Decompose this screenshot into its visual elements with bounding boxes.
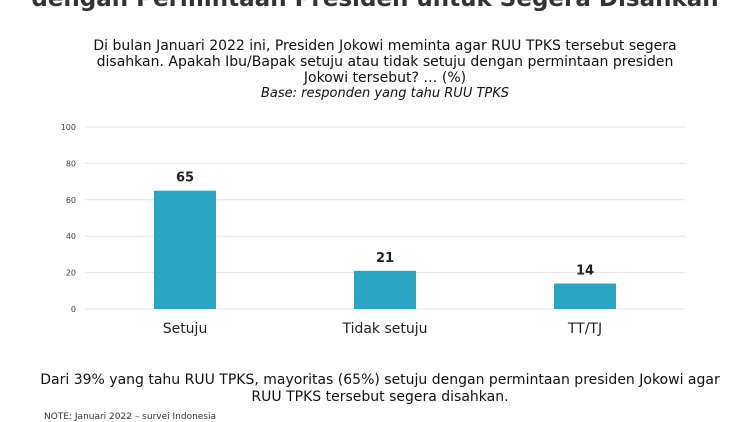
y-tick-label: 40 [66, 232, 76, 241]
data-label: 14 [576, 264, 594, 279]
y-tick-label: 0 [71, 305, 76, 314]
y-tick-label: 20 [66, 269, 76, 278]
data-label: 65 [176, 171, 194, 186]
category-label: Tidak setuju [341, 321, 427, 337]
bar-chart: 0 20 40 60 80 100 65 Setuju 21 Tidak setuju 14 TT/T… [61, 123, 685, 337]
survey-question: Di bulan Januari 2022 ini, Presiden Joko… [93, 38, 677, 86]
summary-text: Dari 39% yang tahu RUU TPKS, mayoritas (… [40, 372, 720, 405]
y-tick-label: 100 [61, 123, 76, 132]
y-tick-label: 60 [66, 196, 76, 205]
bar [554, 283, 616, 309]
footnote: NOTE: Januari 2022 – survei Indonesia [44, 412, 217, 422]
y-tick-label: 80 [66, 159, 76, 168]
category-label: TT/TJ [567, 321, 602, 337]
base-note: Base: responden yang tahu RUU TPKS [260, 86, 510, 101]
bar [154, 190, 216, 309]
category-label: Setuju [163, 321, 208, 337]
page-title: dengan Permintaan Presiden untuk Segera … [0, 0, 750, 12]
bar [354, 270, 416, 309]
data-label: 21 [376, 251, 394, 266]
